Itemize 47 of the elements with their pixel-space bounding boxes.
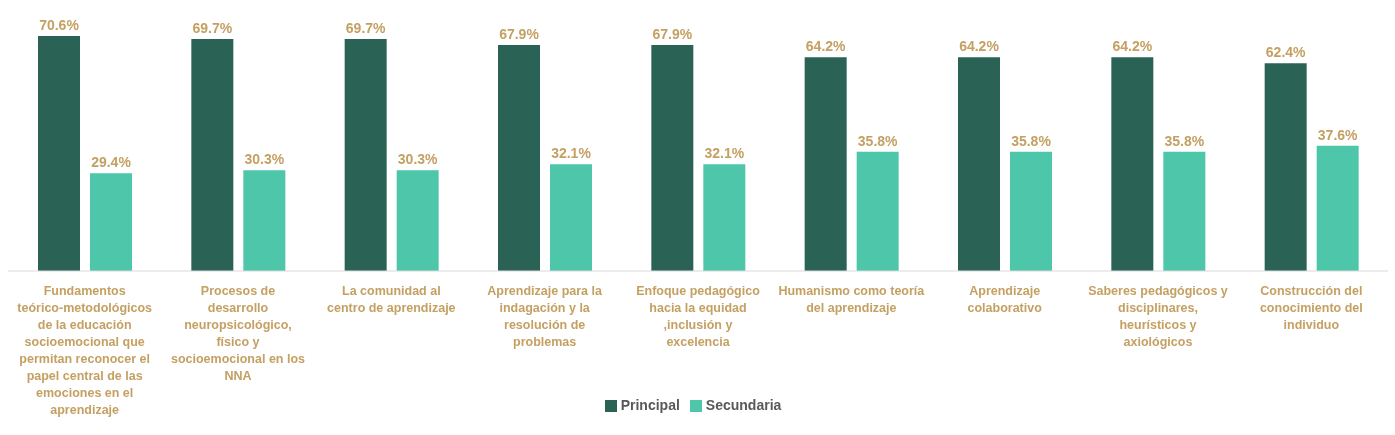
data-label: 67.9% (652, 25, 693, 42)
x-tick-label: Aprendizaje colaborativo (967, 284, 1043, 315)
bar (38, 36, 80, 271)
x-tick-label: Humanismo como teoría del aprendizaje (778, 284, 926, 315)
data-label: 69.7% (345, 20, 387, 36)
data-label: 64.2% (959, 38, 1000, 55)
bar (396, 170, 439, 271)
data-label: 62.4% (1265, 44, 1307, 61)
data-label: 30.3% (244, 151, 285, 168)
bar (703, 164, 746, 271)
x-tick-label: Fundamentos teórico-metodológicos de la educación socioemocional que permitan reconocer el papel central de las emociones en el aprendizaje (17, 284, 153, 417)
legend-label: Principal (620, 397, 680, 413)
x-tick-label: Enfoque pedagógico hacia la equidad ,inclusión y excelencia (636, 284, 761, 349)
data-label: 35.8% (1164, 132, 1205, 149)
data-label: 64.2% (805, 38, 847, 55)
data-label: 70.6% (39, 17, 80, 33)
bar (191, 39, 234, 271)
bar (1163, 151, 1206, 271)
x-tick-label: Procesos de desarrollo neuropsicológico, físico y socioemocional en los NNA (170, 284, 306, 383)
bar (1111, 57, 1154, 271)
data-label: 29.4% (91, 154, 132, 171)
bar (856, 151, 899, 271)
data-label: 69.7% (192, 20, 233, 36)
bar (344, 39, 387, 271)
data-label: 35.8% (857, 132, 899, 149)
bar (550, 164, 592, 271)
bar (1264, 63, 1307, 271)
legend-label: Secundaria (705, 397, 782, 413)
x-tick-label: La comunidad al centro de aprendizaje (327, 284, 456, 315)
bar (90, 173, 132, 271)
bar (1010, 151, 1052, 271)
data-label: 32.1% (704, 145, 745, 162)
bar (498, 44, 540, 271)
data-label: 32.1% (551, 145, 592, 162)
data-label: 35.8% (1011, 132, 1052, 149)
data-label: 30.3% (397, 151, 439, 168)
bar (804, 57, 847, 271)
x-tick-label: Saberes pedagógicos y disciplinares, heurísticos y axiológicos (1088, 284, 1228, 349)
data-label: 37.6% (1317, 126, 1359, 143)
bar (1316, 145, 1359, 271)
x-tick-label: Construcción del conocimiento del individuo (1259, 284, 1363, 332)
data-label: 67.9% (499, 25, 540, 42)
bar (651, 44, 694, 271)
x-tick-label: Aprendizaje para la indagación y la resolución de problemas (487, 284, 604, 349)
data-label: 64.2% (1112, 38, 1153, 55)
bar (243, 170, 286, 271)
bar (958, 57, 1000, 271)
